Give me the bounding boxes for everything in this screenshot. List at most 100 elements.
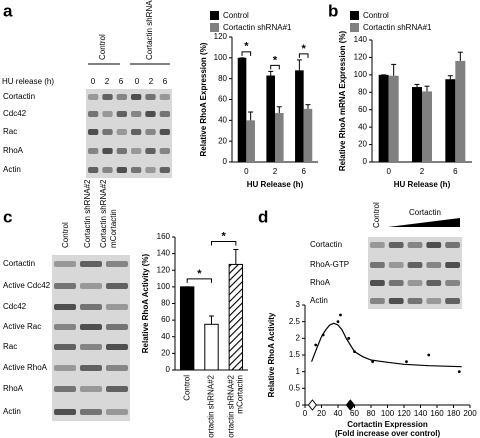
blot-row-label: Actin	[310, 296, 328, 305]
blot-band	[88, 94, 99, 100]
y-tick-label: 120	[354, 53, 368, 62]
blot-band	[159, 148, 170, 154]
blot-band	[116, 129, 127, 135]
blot-band	[407, 298, 423, 304]
blot-band	[445, 242, 460, 248]
timepoint-label: 0	[135, 77, 140, 86]
timepoint-label: 6	[119, 77, 124, 86]
significance-label: *	[222, 230, 227, 242]
blot-band	[54, 344, 76, 350]
blot-column-label: Cortactin shRNA#1	[145, 0, 154, 60]
blot-band	[116, 94, 127, 100]
blot-band	[88, 129, 99, 135]
blot-band	[106, 386, 128, 392]
blot-band	[54, 386, 76, 392]
blot-band	[106, 365, 128, 371]
data-point	[314, 343, 318, 347]
blot-band	[88, 111, 99, 117]
legend-label: Control	[223, 11, 249, 20]
bar	[303, 108, 313, 162]
y-tick-label: 140	[354, 35, 368, 44]
blot-band	[116, 148, 127, 154]
blot-band	[106, 324, 128, 330]
x-axis-label: HU Release (h)	[247, 180, 304, 189]
blot-band	[80, 409, 102, 415]
blot-band	[426, 262, 442, 268]
fit-curve	[311, 322, 462, 368]
blot-band	[370, 298, 385, 304]
blot-image	[52, 255, 130, 421]
significance-bracket	[270, 64, 280, 70]
blot-band	[388, 242, 404, 248]
y-tick-label: 0	[363, 157, 368, 166]
blot-condition-label: HU release (h)	[2, 77, 54, 86]
blot-band	[370, 262, 385, 268]
y-tick-label: 80	[218, 74, 227, 83]
blot-column-label: Control	[98, 34, 107, 60]
data-point	[427, 353, 431, 357]
bar	[388, 75, 399, 162]
y-tick-label: 1.5	[289, 350, 301, 359]
blot-band	[159, 111, 170, 117]
data-point	[347, 336, 351, 340]
y-tick-label: 0	[166, 365, 171, 374]
x-tick-label: 160	[430, 409, 444, 418]
x-axis-label: HU Release (h)	[394, 180, 451, 189]
y-tick-label: 40	[161, 332, 170, 341]
blot-band	[102, 167, 113, 173]
y-axis-label: Relative RhoA Activity (%)	[141, 253, 150, 353]
blot-row-label: Cortactin	[3, 259, 35, 268]
y-tick-label: 80	[358, 87, 367, 96]
blot-row-label: Rac	[3, 342, 17, 351]
significance-label: *	[244, 41, 249, 53]
blot-row-label: Actin	[3, 407, 21, 416]
x-axis-sublabel: (Fold increase over control)	[335, 429, 441, 438]
y-tick-label: 100	[214, 53, 228, 62]
blot-band	[102, 129, 113, 135]
panel-letter: d	[258, 207, 268, 226]
blot-band	[159, 94, 170, 100]
blot-band	[145, 167, 156, 173]
significance-bracket	[211, 240, 237, 246]
blot-band	[106, 304, 128, 310]
x-tick-label: 100	[381, 409, 395, 418]
blot-band	[370, 280, 385, 286]
blot-row-label: RhoA-GTP	[310, 260, 349, 269]
blot-band	[88, 148, 99, 154]
x-tick-label: 120	[397, 409, 411, 418]
bar	[378, 74, 389, 162]
blot-band	[426, 242, 442, 248]
blot-band	[131, 129, 142, 135]
blot-band	[54, 304, 76, 310]
x-axis-label: Cortactin Expression	[347, 420, 428, 429]
y-tick-label: 1	[296, 367, 301, 376]
bar	[445, 79, 456, 162]
timepoint-label: 6	[163, 77, 168, 86]
blot-band	[159, 167, 170, 173]
y-tick-label: 2	[296, 333, 301, 342]
y-tick-label: 140	[157, 249, 171, 258]
x-tick-label: 20	[317, 409, 326, 418]
x-tick-label: 6	[301, 167, 306, 176]
blot-row-label: Cortactin	[3, 92, 35, 101]
x-tick-label: 60	[350, 409, 359, 418]
blot-band	[54, 409, 76, 415]
blot-band	[80, 304, 102, 310]
panel-letter: b	[328, 1, 338, 20]
x-tick-label: 0	[303, 409, 308, 418]
blot-band	[88, 167, 99, 173]
bar	[412, 87, 422, 162]
blot-band	[159, 129, 170, 135]
legend-swatch	[350, 23, 359, 32]
y-tick-label: 20	[218, 136, 227, 145]
x-tick-label: 0	[386, 167, 391, 176]
y-tick-label: 40	[358, 122, 367, 131]
blot-band	[388, 298, 404, 304]
bar	[275, 113, 284, 162]
legend-swatch	[350, 11, 359, 20]
blot-column-label: mCortactin	[109, 209, 118, 248]
blot-band	[145, 148, 156, 154]
bar	[266, 75, 275, 162]
blot-column-label: Control	[372, 202, 381, 228]
